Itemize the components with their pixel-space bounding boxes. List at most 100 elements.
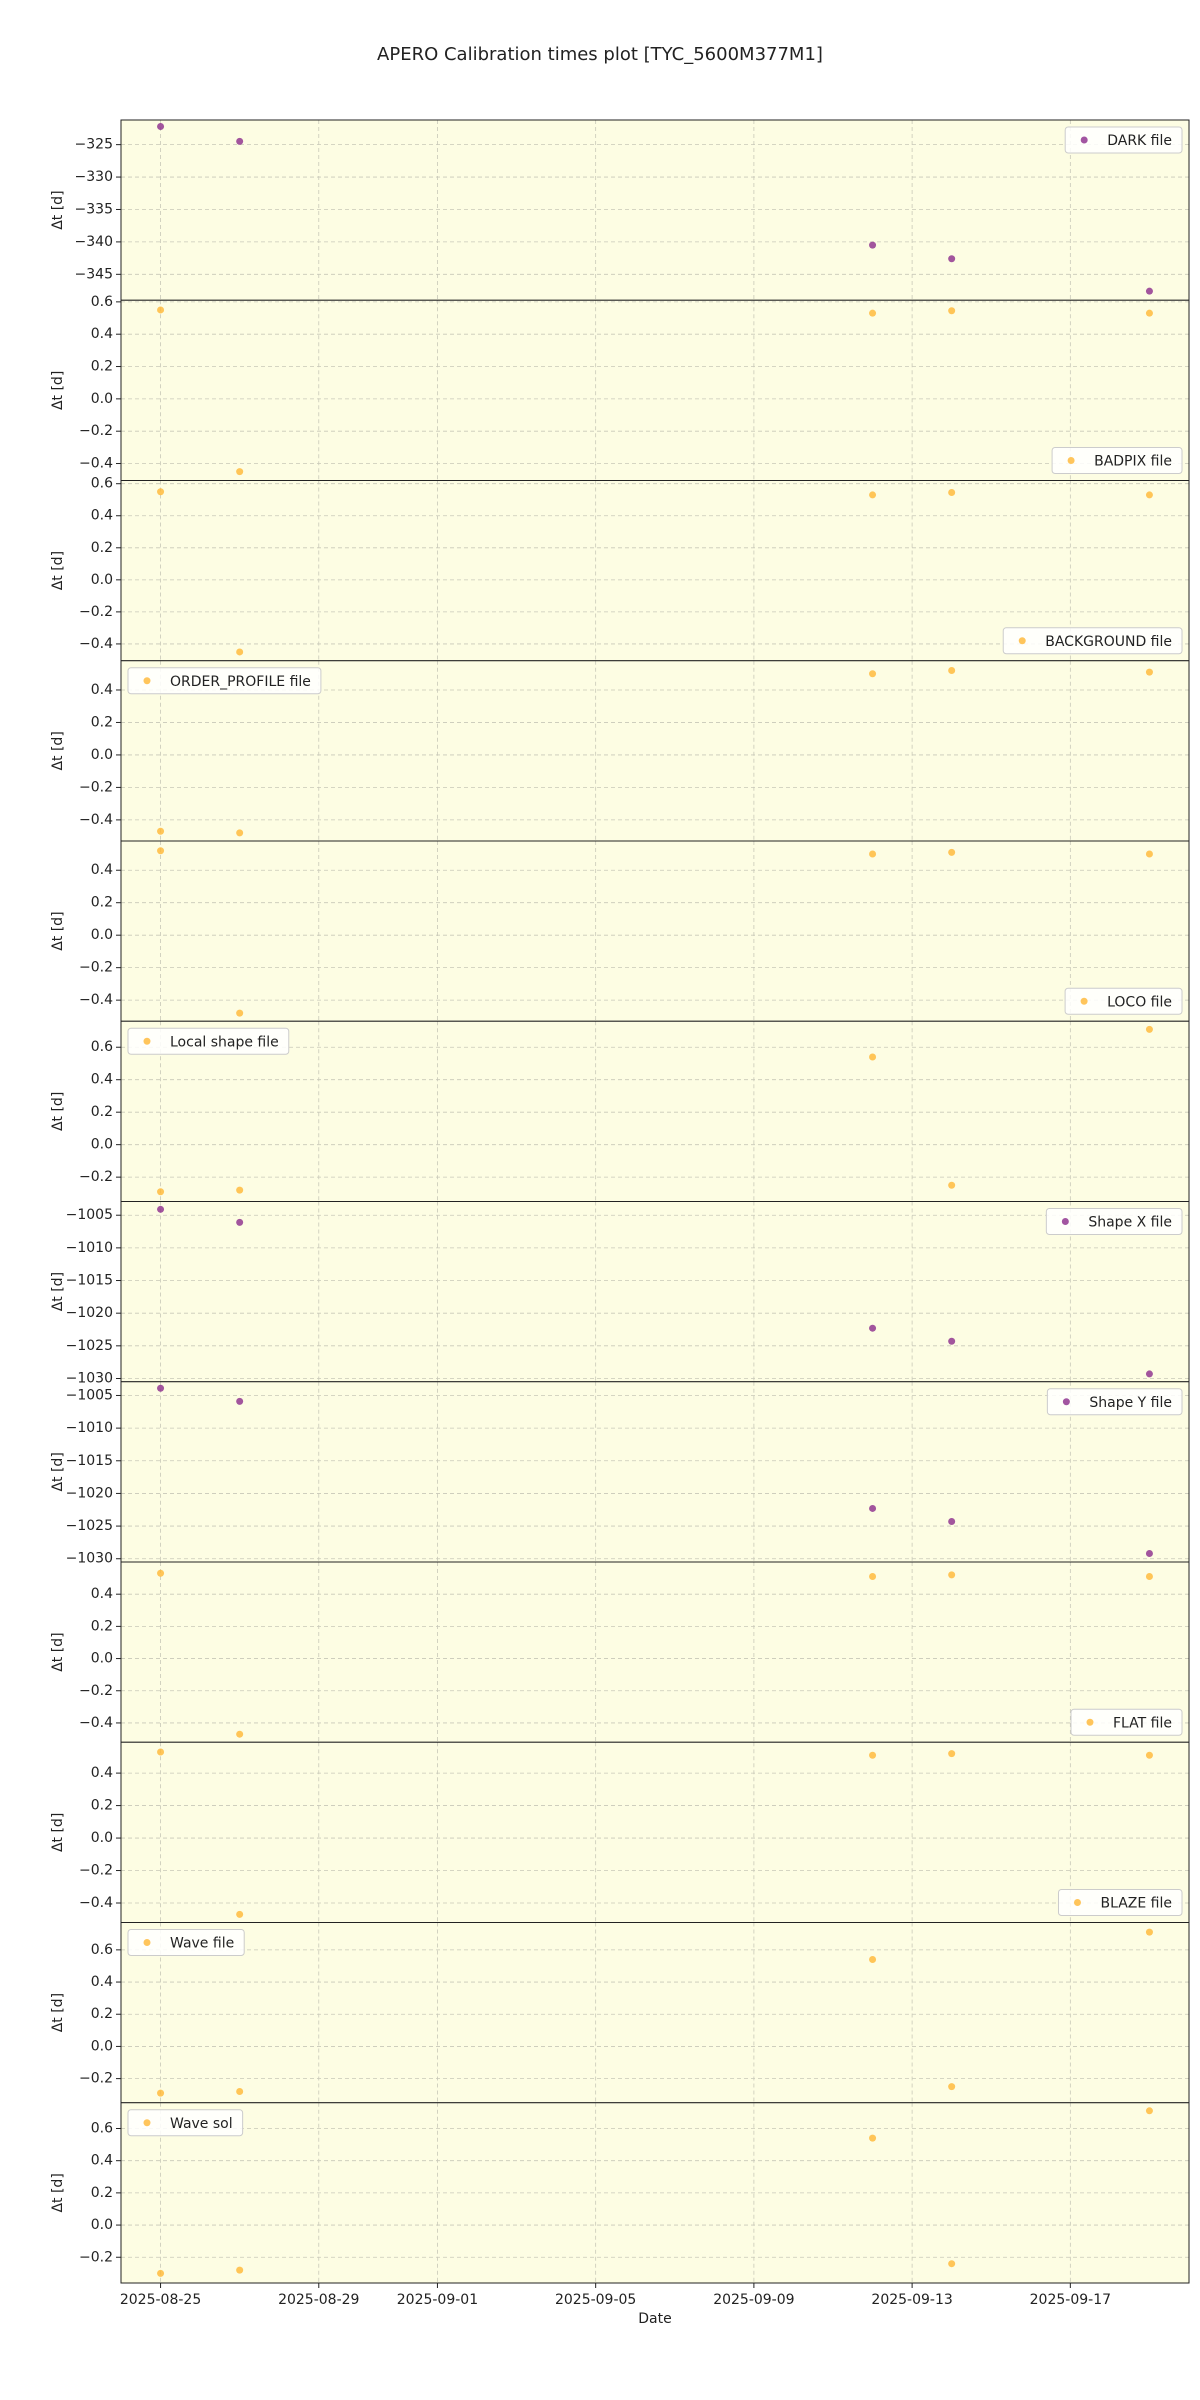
data-point	[948, 1181, 956, 1189]
data-point	[1145, 1370, 1153, 1378]
legend-box	[1046, 1388, 1183, 1416]
legend: FLAT file	[1070, 1708, 1183, 1736]
legend-label: BADPIX file	[1094, 454, 1172, 470]
y-tick-label: −0.4	[79, 992, 113, 1008]
data-point	[1145, 1572, 1153, 1580]
y-tick-label: −0.4	[79, 1715, 113, 1731]
y-tick-label: 0.2	[91, 359, 113, 375]
y-tick-label: 0.0	[91, 2038, 113, 2054]
data-point	[948, 1571, 956, 1579]
legend: Shape X file	[1045, 1208, 1183, 1235]
y-tick-label: 0.0	[91, 391, 113, 407]
legend-box	[1051, 447, 1183, 474]
y-tick-label: 0.2	[91, 1104, 113, 1120]
plot-area	[121, 300, 1189, 481]
legend-marker	[143, 1037, 151, 1045]
legend-marker	[1018, 637, 1026, 645]
data-point	[236, 1186, 244, 1194]
y-tick-label: 0.4	[91, 1974, 113, 1990]
data-point	[157, 2269, 165, 2277]
plot-area	[121, 1021, 1189, 1202]
legend-box	[127, 1027, 290, 1055]
x-tick-label: 2025-08-29	[278, 2292, 359, 2308]
y-axis-label: Δt [d]	[50, 190, 66, 229]
y-tick-label: 0.6	[91, 476, 113, 492]
y-axis-label: Δt [d]	[50, 371, 66, 410]
y-tick-label: −0.2	[79, 1863, 113, 1879]
legend-box	[1045, 1208, 1183, 1235]
data-point	[236, 468, 244, 476]
legend-label: FLAT file	[1113, 1715, 1172, 1731]
y-axis-label: Δt [d]	[50, 1452, 66, 1491]
data-point	[948, 307, 956, 315]
y-tick-label: 0.6	[91, 294, 113, 310]
legend-marker	[143, 1939, 151, 1946]
legend-label: ORDER_PROFILE file	[170, 674, 311, 690]
data-point	[869, 850, 877, 858]
legend-marker	[1073, 1899, 1081, 1906]
data-point	[157, 1384, 165, 1392]
legend-marker	[1080, 997, 1088, 1005]
x-axis-label: Date	[638, 2311, 671, 2327]
data-point	[948, 489, 956, 497]
y-axis-label: Δt [d]	[50, 1993, 66, 2032]
y-tick-label: −0.2	[79, 423, 113, 439]
legend-label: LOCO file	[1107, 994, 1172, 1010]
y-tick-label: −330	[75, 169, 113, 185]
y-tick-label: 0.4	[91, 1072, 113, 1088]
y-axis-label: Δt [d]	[50, 911, 66, 950]
plot-area	[121, 120, 1189, 301]
y-tick-label: −0.4	[79, 812, 113, 828]
plot-area	[121, 1201, 1189, 1382]
x-tick-label: 2025-09-09	[713, 2292, 794, 2308]
plot-area	[121, 841, 1189, 1022]
legend: Shape Y file	[1046, 1388, 1183, 1416]
y-tick-label: −1005	[66, 1387, 113, 1403]
legend: LOCO file	[1064, 987, 1183, 1015]
legend-label: Wave sol	[170, 2116, 233, 2132]
y-axis-label: Δt [d]	[50, 1092, 66, 1131]
legend-marker	[1086, 1718, 1094, 1726]
y-tick-label: −1020	[66, 1485, 113, 1501]
y-tick-label: 0.2	[91, 540, 113, 556]
y-tick-label: −0.2	[79, 2249, 113, 2265]
data-point	[869, 309, 877, 317]
y-axis-label: Δt [d]	[50, 551, 66, 590]
legend-marker	[1080, 136, 1088, 144]
x-tick-label: 2025-09-17	[1030, 2292, 1111, 2308]
data-point	[948, 255, 956, 263]
data-point	[157, 1748, 165, 1756]
legend-marker	[1062, 1398, 1070, 1406]
data-point	[236, 1009, 244, 1017]
x-tick-label: 2025-09-05	[555, 2292, 636, 2308]
data-point	[157, 1188, 165, 1196]
data-point	[1145, 1751, 1153, 1759]
data-point	[869, 1572, 877, 1580]
data-point	[869, 1504, 877, 1512]
y-tick-label: 0.6	[91, 2121, 113, 2137]
y-tick-label: 0.4	[91, 326, 113, 342]
y-axis-label: Δt [d]	[50, 1813, 66, 1852]
y-tick-label: −1010	[66, 1240, 113, 1256]
data-point	[948, 1750, 956, 1758]
y-tick-label: −0.4	[79, 636, 113, 652]
data-point	[236, 1397, 244, 1405]
y-axis-label: Δt [d]	[50, 731, 66, 770]
data-point	[236, 137, 244, 145]
legend-marker	[143, 2119, 151, 2127]
y-tick-label: 0.0	[91, 2217, 113, 2233]
x-tick-label: 2025-09-01	[397, 2292, 478, 2308]
legend-box	[1070, 1708, 1183, 1736]
plot-frame	[120, 2102, 1190, 2284]
legend-label: DARK file	[1107, 133, 1172, 149]
data-point	[236, 1730, 244, 1738]
legend-marker	[143, 677, 151, 685]
legend: BACKGROUND file	[1002, 627, 1183, 655]
plot-area	[121, 1562, 1189, 1743]
legend-box	[1064, 126, 1183, 154]
y-tick-label: −0.4	[79, 1895, 113, 1911]
y-tick-label: −1030	[66, 1370, 113, 1386]
legend: BLAZE file	[1057, 1889, 1183, 1916]
y-tick-label: 0.4	[91, 682, 113, 698]
legend-box	[1064, 987, 1183, 1015]
